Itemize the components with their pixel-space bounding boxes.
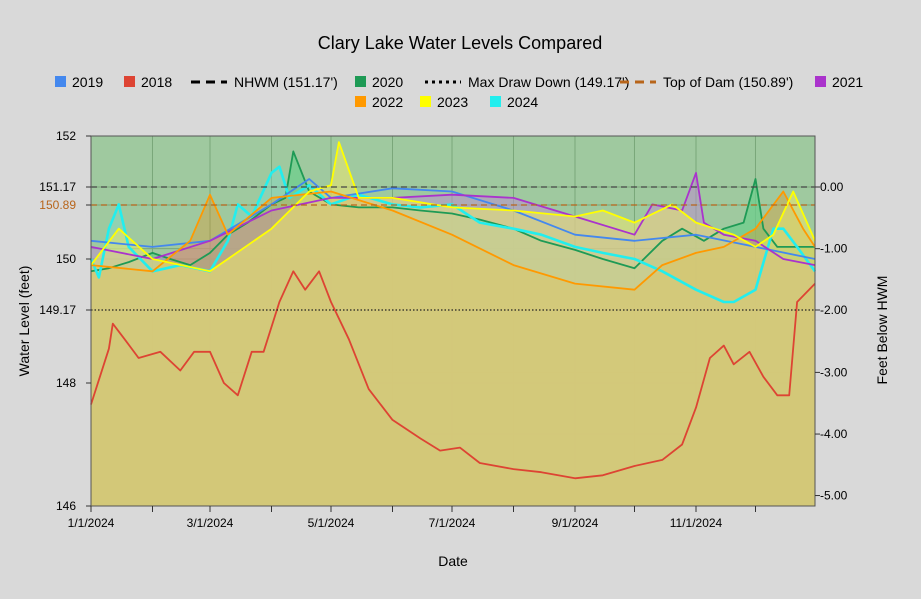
- chart-title: Clary Lake Water Levels Compared: [318, 33, 602, 53]
- series-area-2023: [91, 142, 815, 506]
- x-tick-label: 9/1/2024: [552, 516, 599, 530]
- series-line-2023: [90, 141, 816, 273]
- x-axis-label: Date: [438, 553, 468, 569]
- x-tick-label: 1/1/2024: [68, 516, 115, 530]
- series-line-2020: [90, 150, 815, 273]
- legend-swatch: [420, 96, 431, 107]
- y2-axis-label: Feet Below HWM: [874, 276, 890, 385]
- legend-label: 2020: [372, 74, 403, 90]
- legend-label: 2024: [507, 94, 538, 110]
- legend-label: 2019: [72, 74, 103, 90]
- plot-frame: [90, 135, 816, 507]
- y-tick-label: 152: [56, 129, 76, 143]
- y2-axis-ticks: 0.00 -1.00 -2.00 -3.00 -4.00 -5.00: [815, 180, 848, 503]
- series-lines: [89, 141, 817, 480]
- legend-label: Max Draw Down (149.17'): [468, 74, 629, 90]
- legend-swatch: [55, 76, 66, 87]
- series-line-2022: [90, 190, 816, 291]
- y-tick-label: 149.17: [39, 303, 76, 317]
- legend-label: 2018: [141, 74, 172, 90]
- y2-tick-label: -5.00: [820, 489, 848, 503]
- y-tick-label: 148: [56, 376, 76, 390]
- legend-swatch: [815, 76, 826, 87]
- x-tick-label: 5/1/2024: [308, 516, 355, 530]
- legend-label: Top of Dam (150.89'): [663, 74, 793, 90]
- y2-tick-label: -1.00: [820, 242, 848, 256]
- legend-swatch: [124, 76, 135, 87]
- series-line-2021: [90, 171, 816, 266]
- series-line-2018: [90, 270, 816, 480]
- x-tick-label: 11/1/2024: [670, 516, 723, 530]
- y-tick-label: 150: [56, 252, 76, 266]
- y2-tick-label: 0.00: [820, 180, 844, 194]
- legend-label: 2022: [372, 94, 403, 110]
- y-tick-label: 151.17: [39, 180, 76, 194]
- legend-label: 2023: [437, 94, 468, 110]
- series-line-2019: [90, 178, 816, 260]
- y-tick-label: 146: [56, 499, 76, 513]
- series-areas: [91, 142, 815, 506]
- y-axis-label: Water Level (feet): [16, 266, 32, 377]
- legend: 2019 2018 NHWM (151.17') 2020 Max Draw Down …: [55, 74, 863, 110]
- legend-label: NHWM (151.17'): [234, 74, 338, 90]
- x-axis-ticks: 1/1/2024 3/1/2024 5/1/2024 7/1/2024 9/1/2024…: [68, 506, 756, 530]
- y-tick-label: 150.89: [39, 198, 76, 212]
- legend-swatch: [355, 96, 366, 107]
- legend-swatch: [355, 76, 366, 87]
- y2-tick-label: -2.00: [820, 303, 848, 317]
- x-tick-label: 7/1/2024: [429, 516, 476, 530]
- legend-swatch: [490, 96, 501, 107]
- reference-lines: [91, 186, 815, 311]
- y-axis-ticks: 146 148 149.17 150 150.89 151.17 152: [39, 129, 91, 513]
- y2-tick-label: -4.00: [820, 427, 848, 441]
- y2-tick-label: -3.00: [820, 365, 848, 379]
- x-tick-label: 3/1/2024: [187, 516, 234, 530]
- legend-label: 2021: [832, 74, 863, 90]
